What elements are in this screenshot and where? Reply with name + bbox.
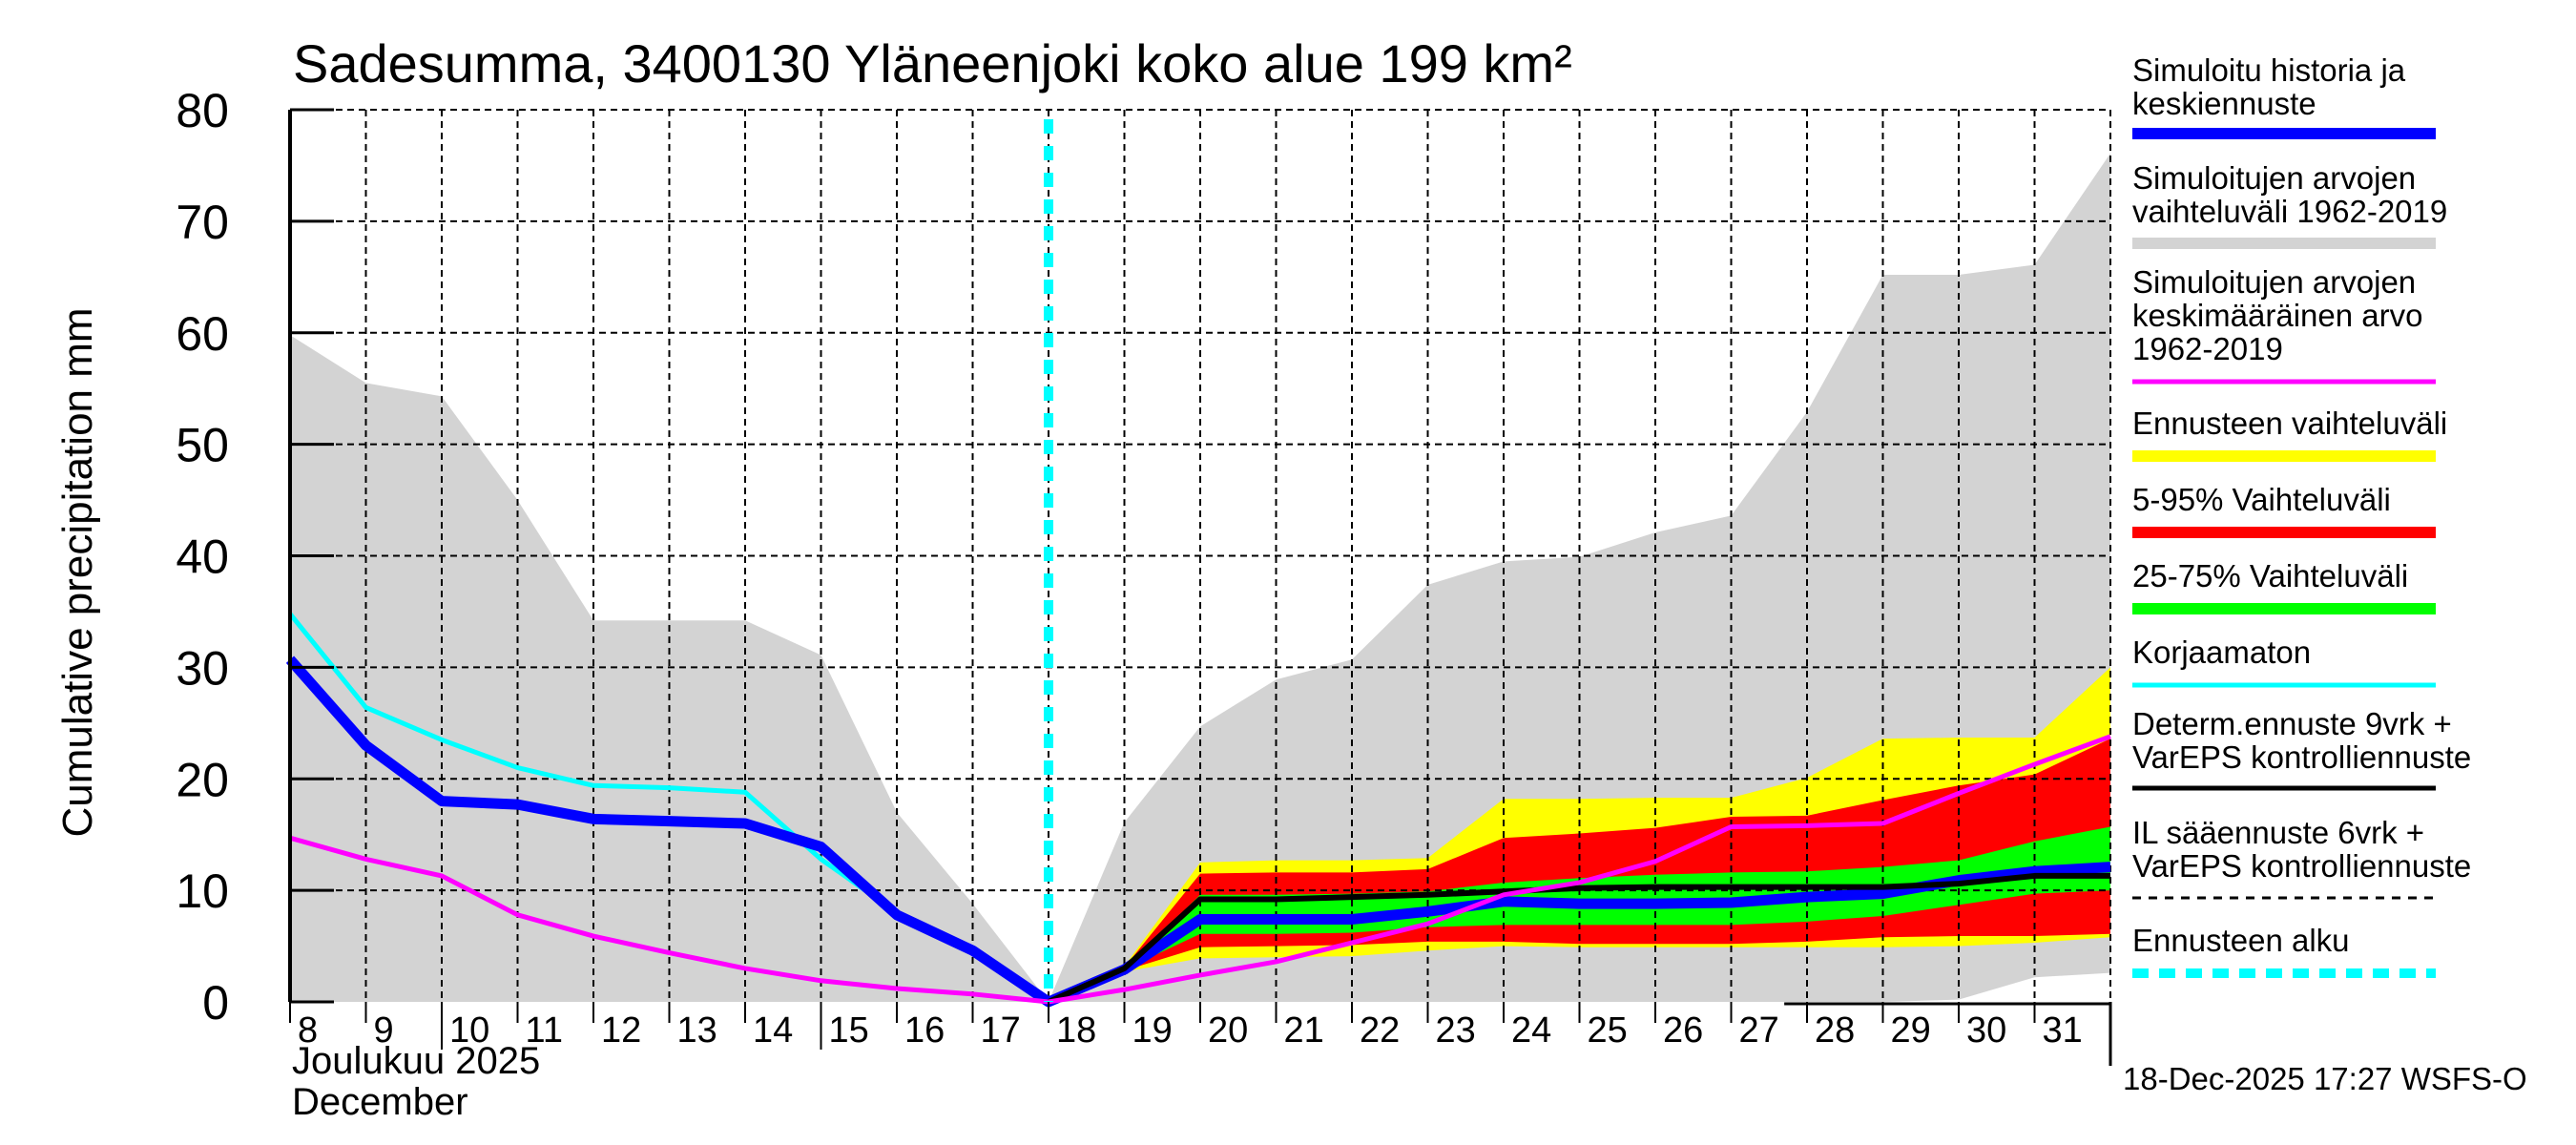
- x-tick-label: 11: [526, 1010, 563, 1051]
- legend-label: VarEPS kontrolliennuste: [2132, 739, 2471, 775]
- x-tick-label: 18: [1056, 1010, 1096, 1051]
- y-tick-label: 80: [176, 84, 229, 137]
- x-tick-label: 31: [2043, 1010, 2083, 1051]
- series-layer: [285, 119, 2111, 1008]
- legend-label: Simuloitu historia ja: [2132, 52, 2406, 88]
- x-tick-label: 12: [601, 1010, 641, 1051]
- legend-label: 1962-2019: [2132, 331, 2283, 366]
- x-month-label-english: December: [292, 1081, 468, 1123]
- x-tick-label: 26: [1663, 1010, 1703, 1051]
- x-tick-label: 20: [1208, 1010, 1248, 1051]
- x-tick-label: 29: [1891, 1010, 1931, 1051]
- legend-label: Ennusteen alku: [2132, 923, 2350, 958]
- series-line-0: [289, 734, 2111, 1005]
- x-tick-label: 10: [449, 1010, 489, 1051]
- legend-label: Simuloitujen arvojen: [2132, 160, 2416, 196]
- x-tick-label: 30: [1966, 1010, 2006, 1051]
- x-month-label: Joulukuu 2025: [292, 1040, 540, 1082]
- series-line-2: [285, 656, 2111, 1008]
- y-tick-label: 30: [176, 641, 229, 695]
- x-tick-label: 19: [1132, 1010, 1173, 1051]
- x-tick-label: 8: [298, 1010, 318, 1051]
- legend-label: 5-95% Vaihteluväli: [2132, 482, 2391, 517]
- y-tick-label: 10: [176, 864, 229, 918]
- y-tick-label: 0: [202, 976, 229, 1030]
- timestamp-footer: 18-Dec-2025 17:27 WSFS-O: [2123, 1061, 2527, 1096]
- y-axis-label: Cumulative precipitation mm: [54, 307, 101, 837]
- bands-layer: [290, 153, 2110, 1003]
- legend-label: VarEPS kontrolliennuste: [2132, 848, 2471, 884]
- x-tick-label: 9: [374, 1010, 394, 1051]
- legend-label: Simuloitujen arvojen: [2132, 264, 2416, 300]
- legend-label: Ennusteen vaihteluväli: [2132, 406, 2447, 441]
- legend-label: IL sääennuste 6vrk +: [2132, 815, 2424, 850]
- x-tick-label: 23: [1436, 1010, 1476, 1051]
- axes-layer: [288, 108, 2112, 1066]
- grid-layer: [290, 109, 2111, 1002]
- x-tick-label: 24: [1511, 1010, 1551, 1051]
- y-tick-label: 40: [176, 531, 229, 584]
- legend-label: keskimääräinen arvo: [2132, 298, 2422, 333]
- x-tick-label: 21: [1284, 1010, 1324, 1051]
- x-tick-label: 13: [677, 1010, 717, 1051]
- y-tick-labels: 0 10 20 30 40 50 60 70 80: [176, 84, 229, 1030]
- legend-label: vaihteluväli 1962-2019: [2132, 194, 2447, 229]
- legend-label: 25-75% Vaihteluväli: [2132, 558, 2408, 593]
- y-tick-label: 20: [176, 753, 229, 806]
- chart-title: Sadesumma, 3400130 Yläneenjoki koko alue…: [293, 33, 1572, 94]
- x-tick-label: 16: [904, 1010, 945, 1051]
- x-tick-label: 25: [1588, 1010, 1628, 1051]
- y-tick-label: 50: [176, 419, 229, 472]
- x-tick-label: 28: [1815, 1010, 1855, 1051]
- x-tick-labels: 8 9 10 11 12 13 14 15 16 17 18 19 20 21 22 23 24 25 26 27 28…: [298, 1010, 2083, 1051]
- legend-label: Determ.ennuste 9vrk +: [2132, 706, 2452, 741]
- legend-label: Korjaamaton: [2132, 635, 2311, 670]
- x-tick-label: 14: [753, 1010, 793, 1051]
- legend-label: keskiennuste: [2132, 86, 2316, 121]
- x-tick-label: 15: [829, 1010, 869, 1051]
- y-tick-label: 70: [176, 196, 229, 249]
- y-tick-label: 60: [176, 307, 229, 361]
- x-tick-label: 27: [1739, 1010, 1779, 1051]
- series-line-3: [1047, 872, 2110, 1005]
- x-tick-label: 22: [1360, 1010, 1400, 1051]
- x-tick-label: 17: [981, 1010, 1021, 1051]
